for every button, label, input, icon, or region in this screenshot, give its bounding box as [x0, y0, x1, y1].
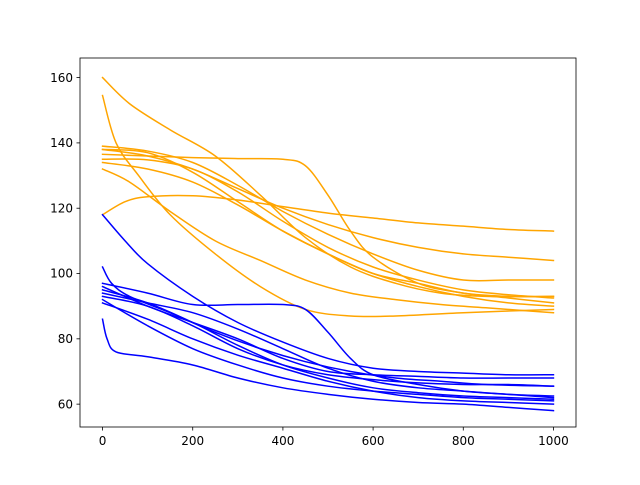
series-line-19 — [101, 301, 555, 405]
series-line-8 — [101, 168, 555, 314]
y-tick-label: 60 — [58, 397, 73, 411]
series-line-13 — [101, 318, 555, 412]
series-line-2 — [101, 94, 555, 318]
series-line-9 — [101, 194, 555, 232]
plot-area-background — [80, 58, 576, 427]
series-line-17 — [101, 295, 555, 387]
y-tick-label: 120 — [50, 201, 73, 215]
series-line-20 — [101, 285, 555, 379]
axes-layer: 0 200 400 600 800 1000 60 80 100 120 140 160 — [50, 57, 577, 448]
series-line-10 — [101, 148, 555, 262]
series-line-15 — [101, 288, 555, 401]
x-tick-label: 200 — [181, 434, 204, 448]
series-line-11 — [101, 213, 555, 376]
x-tick-label: 800 — [452, 434, 475, 448]
plot-frame — [79, 57, 577, 428]
series-layer — [101, 76, 555, 412]
x-tick-label: 0 — [99, 434, 107, 448]
series-line-18 — [101, 298, 555, 402]
y-tick-label: 140 — [50, 136, 73, 150]
y-tick-label: 160 — [50, 71, 73, 85]
x-tick-label: 400 — [271, 434, 294, 448]
series-line-7 — [101, 161, 555, 298]
series-line-12 — [101, 265, 555, 387]
series-line-3 — [101, 145, 555, 282]
x-tick-label: 600 — [362, 434, 385, 448]
x-tick-label: 1000 — [538, 434, 569, 448]
series-line-16 — [101, 292, 555, 397]
y-tick-label: 80 — [58, 332, 73, 346]
y-tick-label: 100 — [50, 267, 73, 281]
